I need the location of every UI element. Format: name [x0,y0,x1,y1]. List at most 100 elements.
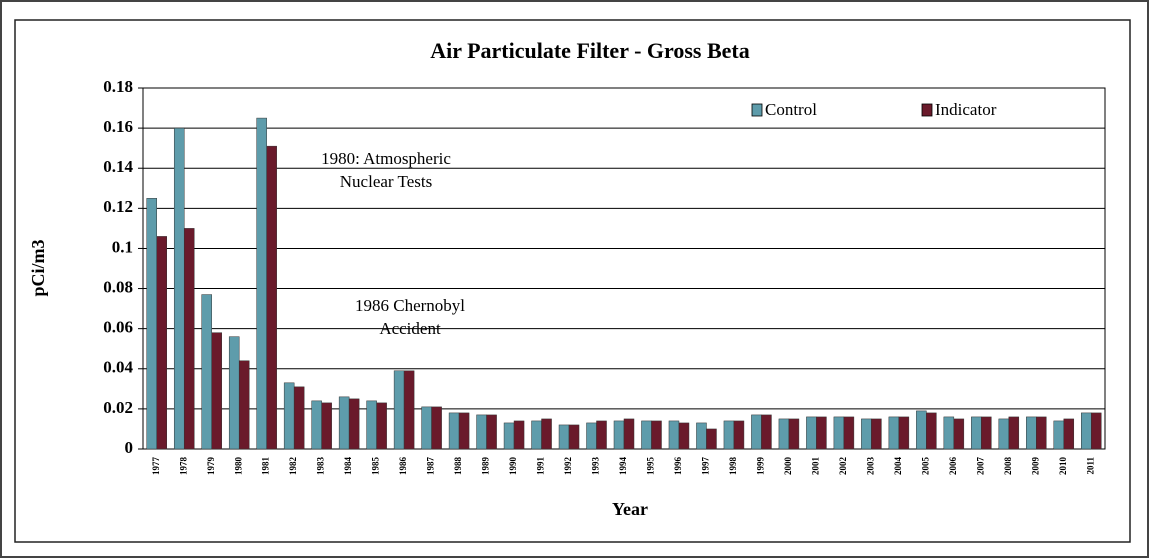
y-tick-label: 0.12 [103,197,133,216]
bar [861,418,872,450]
x-tick-label: 1998 [728,457,738,476]
bar [393,370,405,450]
bar [943,416,955,450]
bar [916,410,927,450]
bar [1063,418,1075,450]
x-tick-label: 1990 [508,457,518,476]
bar [898,416,910,450]
bar [733,420,745,450]
bar [586,422,597,450]
bar [156,236,167,450]
bar [431,406,442,450]
x-tick-label: 2009 [1030,457,1040,476]
x-tick-label: 2006 [948,457,958,476]
bar [871,418,882,450]
x-tick-label: 1995 [646,457,656,476]
bar [888,416,900,450]
bar [173,127,185,450]
x-tick-label: 1999 [755,457,765,476]
x-tick-label: 1988 [453,457,463,476]
x-axis-label: Year [612,499,648,519]
bar [403,370,415,450]
bar [1081,412,1092,450]
x-tick-label: 1997 [701,457,711,476]
annotation: Nuclear Tests [340,172,432,191]
y-tick-label: 0.14 [103,157,133,176]
chart-title: Air Particulate Filter - Gross Beta [430,38,750,63]
bar [458,412,470,450]
bar [503,422,515,450]
bar [816,416,827,450]
y-tick-label: 0.18 [103,77,133,96]
bar [256,117,267,450]
x-tick-label: 1984 [343,457,353,476]
bar [596,420,607,450]
x-tick-label: 1996 [673,457,683,476]
bar [761,414,772,450]
legend-swatch [921,103,933,117]
x-tick-label: 2008 [1003,457,1013,476]
bar [641,420,652,450]
bar [476,414,487,450]
bar [971,416,982,450]
x-tick-label: 2000 [783,457,793,476]
x-tick-label: 1983 [316,457,326,476]
y-axis-label: pCi/m3 [28,239,48,296]
x-tick-label: 1986 [398,457,408,476]
x-tick-label: 1987 [426,457,436,476]
bar [513,420,525,450]
x-tick-label: 1977 [151,457,161,476]
bar [926,412,937,450]
y-tick-label: 0.06 [103,318,133,337]
bar [833,416,845,450]
bar [1026,416,1037,450]
annotation: Accident [379,319,441,338]
y-tick-label: 0.04 [103,358,133,377]
bar [338,396,350,450]
x-tick-label: 2005 [920,457,930,476]
bar [531,420,542,450]
bar [293,386,305,450]
bar [1091,412,1102,450]
x-tick-label: 1979 [206,457,216,476]
bar [266,145,277,450]
bar [183,228,195,450]
legend-swatch [751,103,763,117]
x-tick-label: 1993 [591,457,601,476]
x-tick-label: 2004 [893,457,903,476]
x-tick-label: 1989 [481,457,491,476]
annotation: 1986 Chernobyl [355,296,465,315]
x-tick-label: 1982 [288,457,298,476]
bar [668,420,680,450]
bar [228,336,240,450]
bar [613,420,625,450]
x-tick-label: 1992 [563,457,573,476]
bar [953,418,965,450]
x-tick-label: 1980 [233,457,243,476]
x-tick-label: 2003 [865,457,875,476]
bar [678,422,690,450]
legend-label: Indicator [935,100,997,119]
x-tick-label: 1981 [261,457,271,476]
bar [723,420,735,450]
x-tick-label: 2011 [1085,457,1095,475]
bar [778,418,790,450]
y-tick-label: 0.16 [103,117,133,136]
bar [623,418,635,450]
bar [541,418,552,450]
y-tick-label: 0.02 [103,398,133,417]
y-tick-label: 0.1 [112,237,133,256]
legend-label: Control [765,100,817,119]
bar [1053,420,1065,450]
x-tick-label: 2001 [810,457,820,476]
bar [788,418,800,450]
bar [211,332,222,450]
bar [568,424,580,450]
bar [448,412,460,450]
x-tick-label: 2002 [838,457,848,476]
x-tick-label: 2007 [975,457,985,476]
bar [421,406,432,450]
bar [843,416,855,450]
x-tick-label: 1985 [371,457,381,476]
x-tick-label: 1991 [536,457,546,476]
